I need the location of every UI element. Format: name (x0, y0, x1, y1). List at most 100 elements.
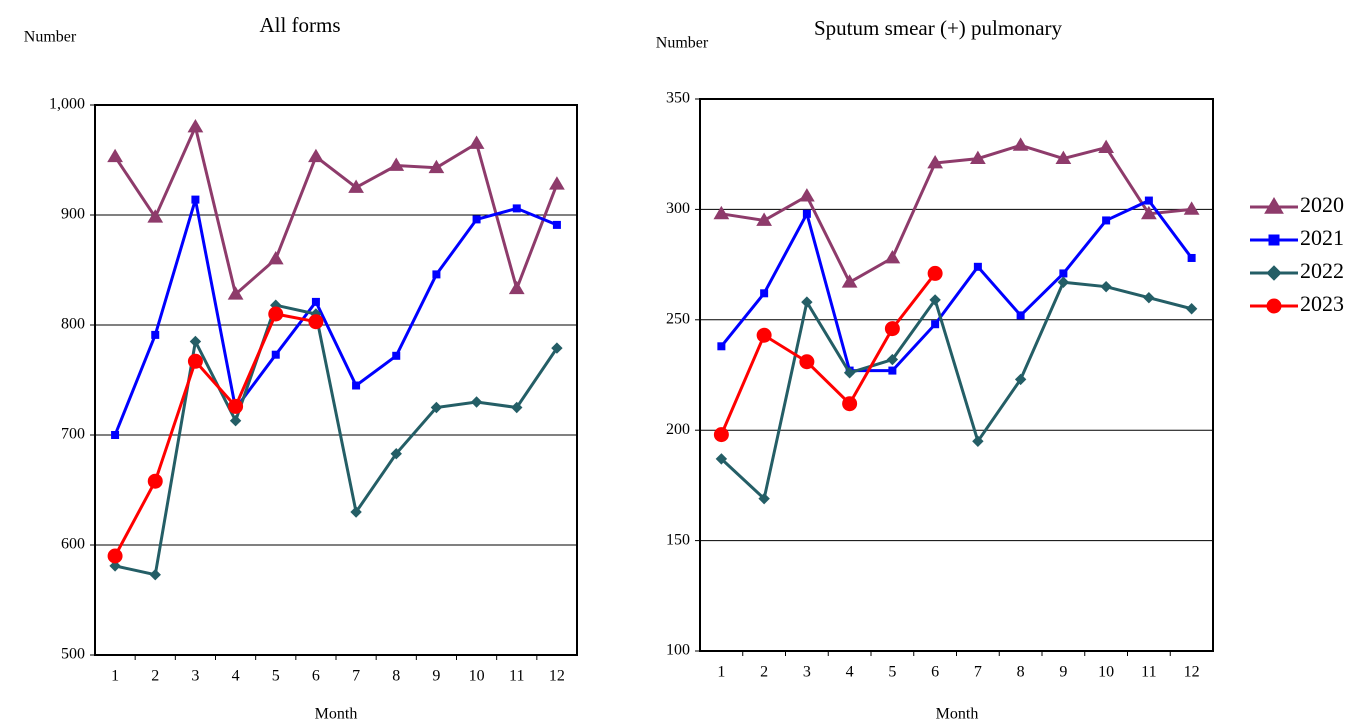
x-tick-label: 9 (432, 668, 440, 685)
marker (508, 280, 525, 295)
series-line (113, 122, 559, 297)
chart-title: Sputum smear (+) pulmonary (814, 16, 1063, 40)
y-tick-label: 200 (666, 421, 690, 438)
marker (1266, 298, 1282, 314)
marker (970, 150, 986, 165)
marker (713, 205, 730, 220)
marker (1141, 205, 1157, 220)
marker (1098, 139, 1114, 153)
x-tick-label: 12 (549, 668, 565, 685)
legend-label: 2020 (1300, 192, 1344, 217)
x-tick-label: 11 (509, 668, 524, 685)
marker (1057, 276, 1070, 288)
marker (1183, 201, 1200, 215)
marker (841, 274, 858, 288)
y-tick-label: 350 (666, 90, 690, 107)
marker (1102, 216, 1111, 225)
marker (311, 297, 320, 306)
x-tick-label: 2 (760, 664, 768, 681)
x-tick-label: 4 (232, 668, 240, 685)
marker (107, 148, 123, 163)
marker (972, 435, 984, 447)
marker (1264, 197, 1284, 214)
marker (352, 381, 361, 390)
marker (430, 401, 443, 414)
marker (191, 195, 200, 204)
y-tick-label: 900 (61, 206, 85, 223)
x-tick-label: 9 (1059, 664, 1067, 681)
marker (107, 548, 123, 564)
marker (472, 215, 481, 224)
marker (271, 350, 280, 359)
marker (111, 431, 120, 439)
y-tick-label: 600 (61, 536, 85, 553)
marker (390, 447, 402, 460)
x-tick-label: 10 (1098, 664, 1114, 681)
marker (1012, 137, 1029, 151)
chart-title: All forms (259, 13, 340, 37)
marker (512, 204, 521, 213)
marker (348, 179, 364, 193)
marker (551, 342, 563, 354)
marker (931, 320, 940, 329)
y-tick-label: 250 (666, 310, 690, 327)
marker (884, 249, 901, 264)
y-tick-label: 1,000 (49, 96, 85, 113)
marker (227, 286, 244, 300)
series-line (720, 198, 1193, 373)
marker (109, 560, 121, 572)
marker (713, 427, 729, 443)
marker (888, 366, 897, 375)
marker (151, 330, 160, 339)
marker (552, 220, 561, 229)
x-tick-label: 8 (1017, 664, 1025, 681)
marker (392, 351, 401, 360)
marker (1014, 373, 1027, 386)
marker (1143, 292, 1155, 304)
y-axis-label: Number (24, 29, 77, 46)
marker (1059, 269, 1068, 278)
legend-label: 2023 (1300, 291, 1344, 316)
x-tick-label: 7 (974, 664, 982, 681)
x-axis-label: Month (936, 706, 979, 723)
x-tick-label: 6 (312, 668, 320, 685)
marker (1100, 280, 1112, 293)
x-tick-label: 7 (352, 668, 360, 685)
marker (228, 398, 244, 414)
marker (308, 314, 324, 330)
y-tick-label: 800 (61, 316, 85, 333)
marker (799, 354, 815, 370)
y-tick-label: 700 (61, 426, 85, 443)
marker (428, 159, 445, 174)
y-tick-label: 300 (666, 200, 690, 217)
marker (470, 396, 483, 408)
x-tick-label: 3 (803, 664, 811, 681)
marker (308, 148, 324, 163)
marker (511, 401, 523, 414)
marker (350, 506, 362, 518)
marker (229, 414, 242, 427)
x-tick-label: 6 (931, 664, 939, 681)
x-tick-label: 1 (111, 668, 119, 685)
marker (267, 251, 284, 265)
x-tick-label: 3 (191, 668, 199, 685)
legend-label: 2021 (1300, 225, 1344, 250)
marker (842, 396, 858, 412)
marker (149, 568, 161, 581)
marker (756, 212, 772, 226)
x-tick-label: 1 (717, 664, 725, 681)
marker (189, 335, 202, 348)
x-tick-label: 11 (1141, 664, 1156, 681)
marker (1187, 253, 1196, 262)
marker (929, 294, 941, 306)
y-axis-label: Number (656, 35, 709, 52)
marker (799, 188, 815, 202)
marker (927, 265, 943, 281)
x-tick-label: 5 (272, 668, 280, 685)
marker (1144, 196, 1153, 205)
marker (1185, 303, 1198, 315)
y-tick-label: 500 (61, 646, 85, 663)
marker (1268, 234, 1280, 246)
marker (801, 296, 813, 308)
x-tick-label: 4 (846, 664, 854, 681)
